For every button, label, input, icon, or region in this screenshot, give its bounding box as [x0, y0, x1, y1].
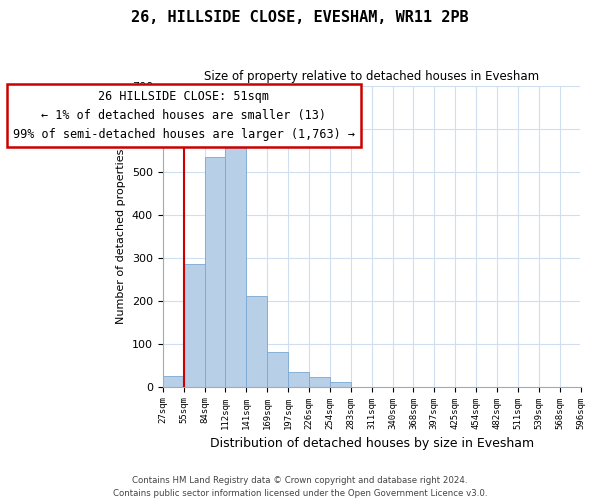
Text: 26, HILLSIDE CLOSE, EVESHAM, WR11 2PB: 26, HILLSIDE CLOSE, EVESHAM, WR11 2PB: [131, 10, 469, 25]
X-axis label: Distribution of detached houses by size in Evesham: Distribution of detached houses by size …: [209, 437, 533, 450]
Bar: [309, 377, 330, 386]
Text: Contains HM Land Registry data © Crown copyright and database right 2024.
Contai: Contains HM Land Registry data © Crown c…: [113, 476, 487, 498]
Bar: [288, 372, 309, 386]
Bar: [184, 264, 205, 386]
Bar: [205, 156, 226, 386]
Y-axis label: Number of detached properties: Number of detached properties: [116, 148, 127, 324]
Bar: [330, 382, 351, 386]
Bar: [247, 296, 267, 386]
Bar: [163, 376, 184, 386]
Title: Size of property relative to detached houses in Evesham: Size of property relative to detached ho…: [204, 70, 539, 83]
Bar: [226, 137, 247, 386]
Text: 26 HILLSIDE CLOSE: 51sqm
← 1% of detached houses are smaller (13)
99% of semi-de: 26 HILLSIDE CLOSE: 51sqm ← 1% of detache…: [13, 90, 355, 141]
Bar: [267, 352, 288, 386]
